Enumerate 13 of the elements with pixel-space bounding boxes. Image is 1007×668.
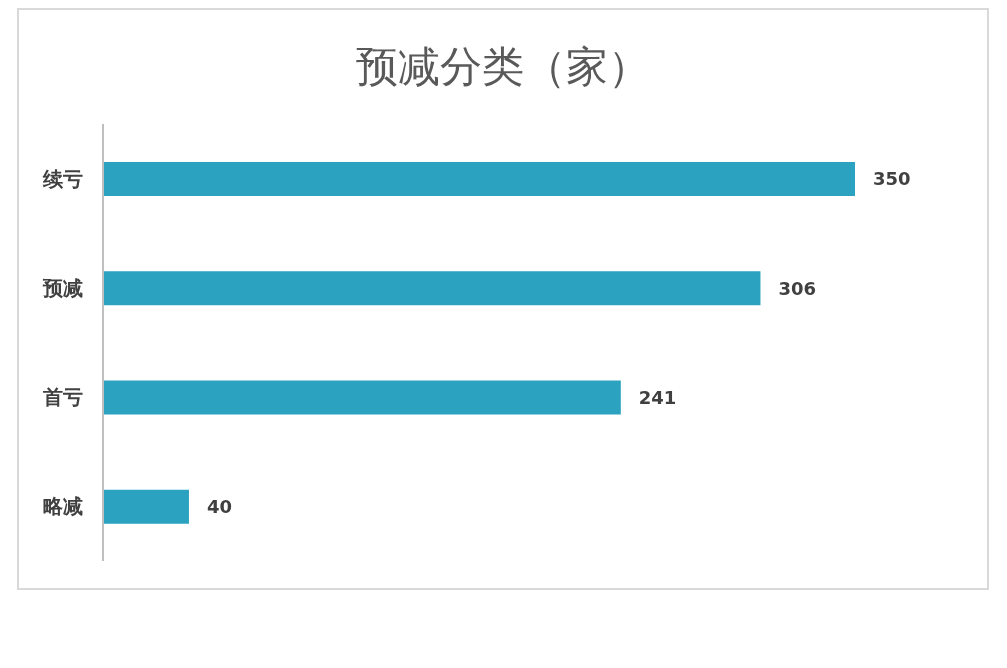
y-tick-label: 略减 (43, 494, 83, 519)
bar (103, 489, 189, 524)
bar (103, 162, 855, 196)
chart-title: 预减分类（家） (355, 41, 651, 93)
data-label: 241 (638, 386, 677, 408)
y-tick-label: 首亏 (42, 385, 83, 410)
y-tick-label: 续亏 (42, 166, 83, 191)
data-label: 350 (873, 168, 911, 190)
bar (103, 271, 761, 306)
y-tick-label: 预减 (42, 275, 83, 300)
data-label: 40 (206, 496, 233, 518)
bar (103, 380, 621, 415)
data-label: 306 (778, 277, 817, 299)
